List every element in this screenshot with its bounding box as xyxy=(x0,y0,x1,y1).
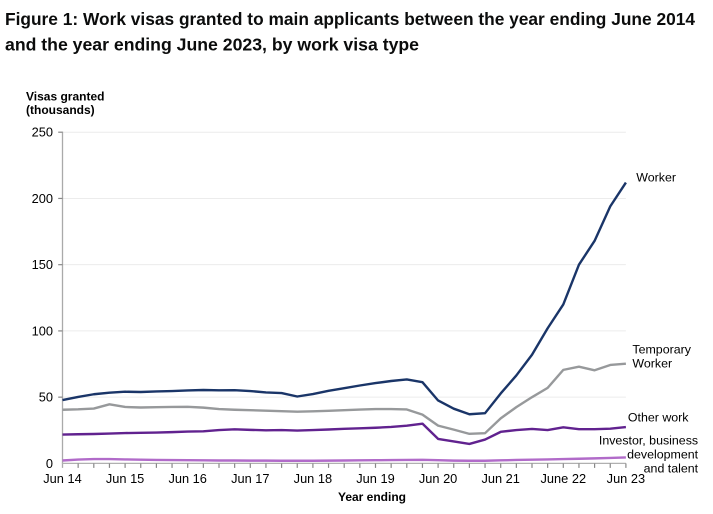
svg-text:Jun 19: Jun 19 xyxy=(356,471,394,486)
svg-text:Worker: Worker xyxy=(636,171,676,185)
svg-text:50: 50 xyxy=(39,390,53,405)
svg-text:Figure 1: Work visas granted t: Figure 1: Work visas granted to main app… xyxy=(5,9,695,29)
svg-text:Jun 16: Jun 16 xyxy=(168,471,206,486)
svg-text:Visas granted: Visas granted xyxy=(26,89,104,103)
svg-text:Jun 15: Jun 15 xyxy=(106,471,144,486)
svg-text:Investor, business: Investor, business xyxy=(599,434,698,448)
svg-text:development: development xyxy=(627,448,699,462)
svg-text:Jun 23: Jun 23 xyxy=(607,471,645,486)
svg-text:June 22: June 22 xyxy=(541,471,587,486)
svg-text:Jun 18: Jun 18 xyxy=(294,471,332,486)
svg-text:Jun 17: Jun 17 xyxy=(231,471,269,486)
svg-text:250: 250 xyxy=(32,125,53,140)
svg-text:(thousands): (thousands) xyxy=(26,103,95,117)
svg-text:Jun 20: Jun 20 xyxy=(419,471,457,486)
svg-text:150: 150 xyxy=(32,257,53,272)
svg-text:100: 100 xyxy=(32,323,53,338)
svg-text:Worker: Worker xyxy=(632,356,672,370)
svg-text:200: 200 xyxy=(32,191,53,206)
svg-text:Temporary: Temporary xyxy=(632,343,691,357)
svg-text:Year ending: Year ending xyxy=(338,490,406,504)
svg-text:Jun 14: Jun 14 xyxy=(43,471,81,486)
svg-text:Jun 21: Jun 21 xyxy=(481,471,519,486)
svg-text:and the year ending June 2023,: and the year ending June 2023, by work v… xyxy=(5,34,419,54)
svg-text:and talent: and talent xyxy=(644,462,699,476)
svg-text:Other work: Other work xyxy=(628,411,689,425)
svg-text:0: 0 xyxy=(46,456,53,471)
